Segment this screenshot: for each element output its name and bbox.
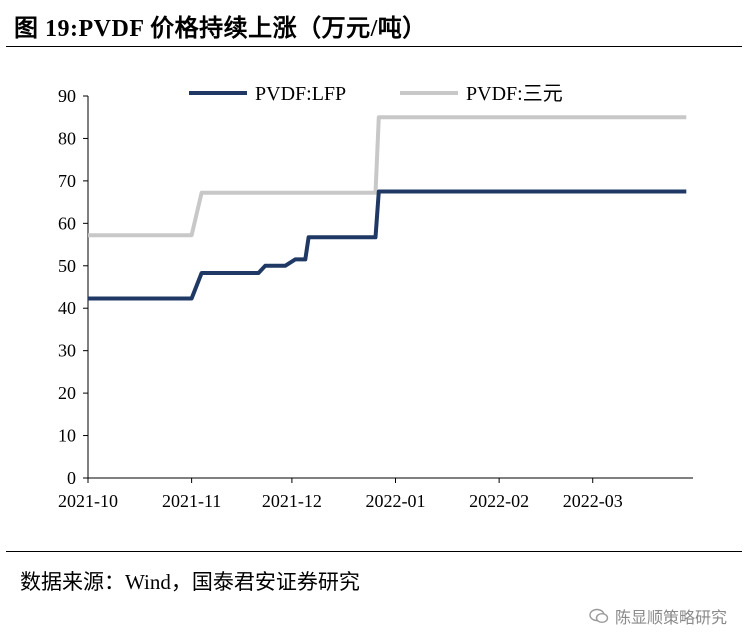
figure-title: 图 19:PVDF 价格持续上涨（万元/吨） [14, 16, 427, 42]
x-tick-label: 2022-01 [366, 491, 426, 511]
top-rule [6, 46, 742, 47]
y-tick-label: 50 [58, 256, 76, 276]
x-tick-label: 2021-11 [162, 491, 221, 511]
series-line [88, 115, 687, 238]
watermark-text: 陈显顺策略研究 [614, 608, 727, 627]
wechat-icon [589, 608, 609, 624]
x-tick-label: 2021-12 [262, 491, 322, 511]
y-tick-label: 80 [58, 128, 76, 148]
y-tick-label: 90 [58, 86, 76, 106]
chart-axes: 0 10 20 30 40 50 60 70 80 90 2021-10 2021-11 2021-12… [58, 86, 693, 511]
pvdf-price-chart: PVDF:LFP PVDF:三元 0 10 20 30 40 50 60 70 80 90 2021-… [58, 83, 693, 511]
legend-label: PVDF:LFP [255, 83, 346, 105]
y-tick-label: 30 [58, 341, 76, 361]
x-tick-label: 2021-10 [58, 491, 118, 511]
y-tick-label: 70 [58, 171, 76, 191]
data-source: 数据来源：Wind，国泰君安证券研究 [20, 570, 360, 594]
y-tick-label: 0 [67, 468, 76, 488]
y-tick-label: 60 [58, 213, 76, 233]
x-tick-label: 2022-02 [469, 491, 529, 511]
y-tick-label: 20 [58, 383, 76, 403]
legend-label: PVDF:三元 [466, 83, 563, 105]
series-line [88, 189, 687, 301]
watermark: 陈显顺策略研究 [589, 604, 727, 628]
y-tick-label: 40 [58, 298, 76, 318]
y-tick-label: 10 [58, 426, 76, 446]
bottom-rule [6, 551, 742, 552]
x-tick-label: 2022-03 [563, 491, 623, 511]
chart-legend: PVDF:LFP PVDF:三元 [189, 83, 563, 105]
chart-series [88, 115, 687, 301]
